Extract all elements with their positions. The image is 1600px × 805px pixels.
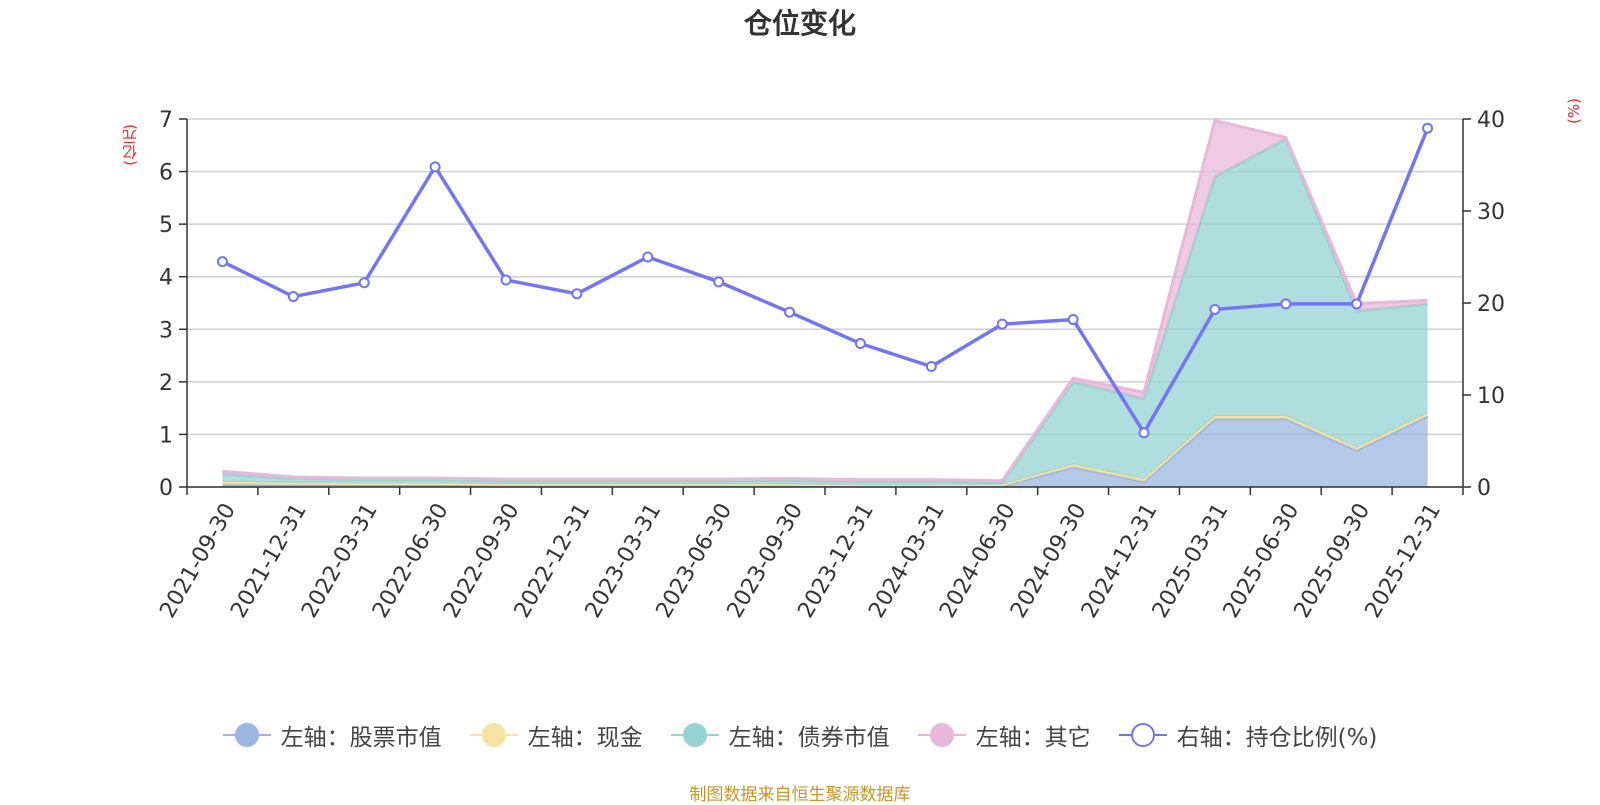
left-tick-label: 7 (159, 108, 173, 133)
left-tick-label: 6 (159, 161, 173, 186)
holding-ratio-point (1209, 303, 1221, 315)
legend-swatch-icon (670, 723, 719, 747)
left-tick-label: 1 (159, 423, 173, 448)
x-tick-label: 2022-03-31 (297, 499, 383, 622)
chart-legend: 左轴：股票市值 左轴：现金 左轴：债券市值 左轴：其它 右轴：持仓比例(%) (0, 718, 1600, 752)
area-左轴：股票市值 (222, 416, 1428, 487)
holding-ratio-point (429, 161, 441, 173)
x-tick-label: 2025-03-31 (1148, 499, 1234, 622)
x-tick-label: 2024-09-30 (1006, 499, 1092, 622)
x-tick-label: 2024-03-31 (864, 499, 950, 622)
holding-ratio-point (784, 306, 796, 318)
holding-ratio-point (571, 288, 583, 300)
chart-title: 仓位变化 (743, 7, 856, 40)
holding-ratio-point (1422, 122, 1434, 134)
right-tick-label: 20 (1477, 292, 1505, 317)
legend-swatch-icon (917, 723, 966, 747)
left-tick-label: 3 (159, 318, 173, 343)
holding-ratio-point (925, 360, 937, 372)
x-tick-label: 2025-09-30 (1290, 499, 1376, 622)
x-tick-label: 2022-09-30 (439, 499, 525, 622)
x-tick-label: 2021-09-30 (155, 499, 241, 622)
legend-item[interactable]: 左轴：股票市值 (222, 718, 442, 752)
holding-ratio-point (1280, 298, 1292, 310)
legend-label: 左轴：债券市值 (728, 725, 890, 751)
holding-ratio-point (642, 251, 654, 263)
right-tick-label: 0 (1477, 476, 1491, 501)
legend-swatch-icon (469, 723, 518, 747)
legend-item[interactable]: 左轴：现金 (469, 718, 643, 752)
holding-ratio-point (500, 274, 512, 286)
legend-label: 左轴：其它 (975, 725, 1091, 751)
position-change-chart: 012345670102030402021-09-302021-12-31202… (155, 108, 1505, 622)
left-tick-label: 4 (159, 266, 173, 291)
area-edge-左轴：其它 (222, 118, 1428, 483)
area-左轴：债券市值 (222, 139, 1428, 485)
left-tick-label: 2 (159, 371, 173, 396)
holding-ratio-point (216, 256, 228, 268)
line-series-holding-ratio (221, 127, 1430, 437)
x-tick-label: 2023-09-30 (723, 499, 809, 622)
right-tick-label: 30 (1477, 200, 1505, 225)
holding-ratio-point (287, 291, 299, 303)
right-tick-label: 10 (1477, 384, 1505, 409)
legend-item[interactable]: 右轴：持仓比例(%) (1118, 718, 1378, 752)
holding-ratio-point (854, 337, 866, 349)
x-tick-label: 2024-12-31 (1077, 499, 1163, 622)
holding-ratio-point (1067, 314, 1079, 326)
holding-ratio-point (358, 277, 370, 289)
holding-ratio-point (1138, 427, 1150, 439)
x-tick-label: 2025-06-30 (1219, 499, 1305, 622)
holding-ratio-point (996, 318, 1008, 330)
legend-item[interactable]: 左轴：其它 (917, 718, 1091, 752)
holding-ratio-point (1351, 298, 1363, 310)
x-tick-label: 2022-12-31 (510, 499, 596, 622)
legend-label: 左轴：股票市值 (280, 725, 442, 751)
legend-label: 右轴：持仓比例(%) (1176, 725, 1378, 751)
x-tick-label: 2023-03-31 (581, 499, 667, 622)
legend-label: 左轴：现金 (527, 725, 643, 751)
left-tick-label: 0 (159, 476, 173, 501)
x-tick-label: 2023-06-30 (652, 499, 738, 622)
x-tick-label: 2024-06-30 (935, 499, 1021, 622)
x-tick-label: 2023-12-31 (793, 499, 879, 622)
x-tick-label: 2025-12-31 (1361, 499, 1447, 622)
legend-item[interactable]: 左轴：债券市值 (670, 718, 890, 752)
area-左轴：其它 (222, 120, 1428, 483)
x-tick-label: 2022-06-30 (368, 499, 454, 622)
x-tick-label: 2021-12-31 (226, 499, 312, 622)
left-tick-label: 5 (159, 213, 173, 238)
right-tick-label: 40 (1477, 108, 1505, 133)
data-source-note: 制图数据来自恒生聚源数据库 (689, 785, 911, 805)
legend-swatch-icon (1118, 723, 1167, 747)
holding-ratio-point (713, 276, 725, 288)
legend-swatch-icon (222, 723, 271, 747)
